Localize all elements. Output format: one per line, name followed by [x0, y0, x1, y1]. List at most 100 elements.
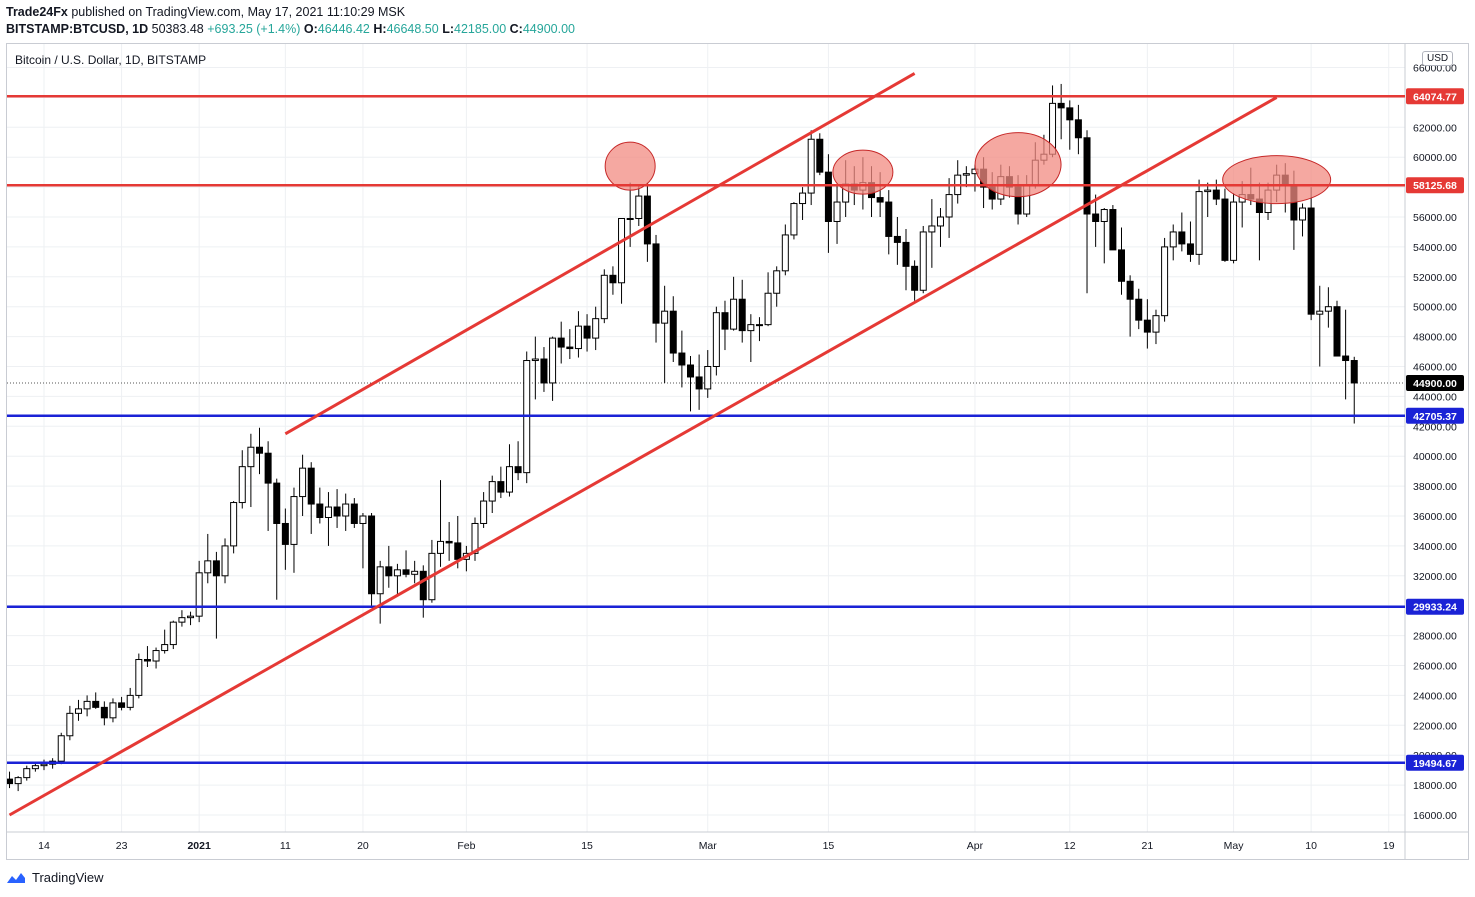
highlight-zones — [604, 132, 1332, 205]
price-change: +693.25 (+1.4%) — [207, 22, 301, 36]
candle-down — [419, 570, 427, 601]
candle-down — [1057, 102, 1065, 109]
candle-up — [411, 570, 419, 575]
candle-down — [721, 312, 729, 330]
candle-up — [781, 234, 789, 272]
candle-down — [583, 325, 591, 339]
candle-up — [488, 481, 496, 502]
level-price-label: 29933.24 — [1413, 602, 1457, 614]
highlight-zone — [1222, 155, 1332, 205]
x-tick-label: Feb — [457, 840, 475, 852]
candle-down — [92, 700, 100, 708]
candle-down — [1178, 231, 1186, 245]
y-tick-label: 42000.00 — [1413, 421, 1457, 433]
candle-up — [393, 569, 401, 577]
candle-up — [471, 522, 479, 554]
level-price-label: 64074.77 — [1413, 91, 1457, 103]
candle-up — [661, 310, 669, 324]
candle-down — [902, 241, 910, 267]
candle-up — [359, 515, 367, 524]
x-tick-label: 10 — [1305, 840, 1317, 852]
candle-up — [109, 702, 117, 719]
candle-up — [635, 195, 643, 219]
candle-up — [799, 192, 807, 205]
last-price: 50383.48 — [151, 22, 204, 36]
y-tick-label: 22000.00 — [1413, 720, 1457, 732]
x-tick-label: 14 — [38, 840, 50, 852]
candle-down — [497, 481, 505, 493]
candle-down — [678, 352, 686, 366]
candle-down — [1350, 360, 1358, 384]
candle-down — [816, 138, 824, 173]
candle-up — [764, 292, 772, 326]
level-price-label-bg — [1406, 598, 1464, 615]
candle-down — [824, 171, 832, 222]
x-tick-label: 15 — [581, 840, 593, 852]
currency-badge[interactable]: USD — [1422, 51, 1454, 66]
x-tick-label: 11 — [280, 840, 291, 852]
candle-up — [83, 700, 91, 710]
candle-down — [1212, 189, 1220, 200]
candle-up — [324, 506, 332, 518]
publisher-name[interactable]: Trade24Fx — [6, 5, 68, 19]
candle-up — [169, 621, 177, 646]
high-label: H: — [373, 22, 387, 36]
candle-up — [531, 358, 539, 362]
candle-down — [7, 778, 14, 785]
y-tick-label: 36000.00 — [1413, 511, 1457, 523]
y-tick-label: 52000.00 — [1413, 272, 1457, 284]
candle-down — [1221, 198, 1229, 261]
candle-up — [936, 216, 944, 227]
candle-down — [256, 446, 263, 454]
candle-down — [1083, 137, 1091, 215]
y-tick-label: 34000.00 — [1413, 541, 1457, 553]
y-tick-label: 46000.00 — [1413, 362, 1457, 374]
candle-up — [299, 467, 307, 498]
candle-up — [790, 203, 798, 236]
candle-up — [730, 298, 738, 330]
candle-down — [1186, 243, 1194, 255]
candle-up — [290, 496, 298, 545]
y-tick-label: 56000.00 — [1413, 212, 1457, 224]
candle-down — [264, 452, 272, 484]
y-tick-label: 54000.00 — [1413, 242, 1457, 254]
open-value: 46446.42 — [317, 22, 370, 36]
candle-up — [747, 324, 755, 332]
candle-down — [643, 195, 651, 245]
candle-down — [1092, 213, 1100, 222]
grid-lines — [7, 44, 1405, 832]
x-tick-label: May — [1224, 840, 1245, 852]
y-tick-label: 44000.00 — [1413, 391, 1457, 403]
candle-down — [368, 515, 376, 595]
brand-label: TradingView — [32, 870, 104, 885]
candle-up — [1169, 231, 1177, 248]
candle-up — [161, 644, 169, 652]
x-tick-label: 23 — [116, 840, 128, 852]
y-tick-label: 28000.00 — [1413, 631, 1457, 643]
candle-up — [755, 324, 763, 327]
candle-down — [669, 310, 677, 354]
candle-up — [187, 615, 195, 619]
candle-up — [57, 735, 65, 762]
candle-up — [712, 312, 720, 367]
y-tick-label: 16000.00 — [1413, 810, 1457, 822]
channel-lines — [8, 72, 1278, 817]
candle-down — [893, 235, 901, 243]
x-tick-label: Apr — [967, 840, 984, 852]
footer-brand[interactable]: TradingView — [6, 870, 104, 885]
y-tick-label: 40000.00 — [1413, 451, 1457, 463]
x-tick-label: 21 — [1142, 840, 1154, 852]
candle-up — [704, 366, 712, 390]
level-price-label: 19494.67 — [1413, 758, 1457, 770]
published-line: Trade24Fx published on TradingView.com, … — [6, 5, 405, 19]
candle-down — [1342, 355, 1350, 362]
highlight-zone — [832, 149, 894, 195]
candle-up — [135, 659, 143, 696]
y-tick-label: 18000.00 — [1413, 780, 1457, 792]
candle-up — [1195, 191, 1203, 255]
candle-down — [876, 197, 884, 203]
channel-line — [8, 96, 1278, 817]
candles — [7, 83, 1358, 792]
candle-down — [695, 376, 703, 390]
